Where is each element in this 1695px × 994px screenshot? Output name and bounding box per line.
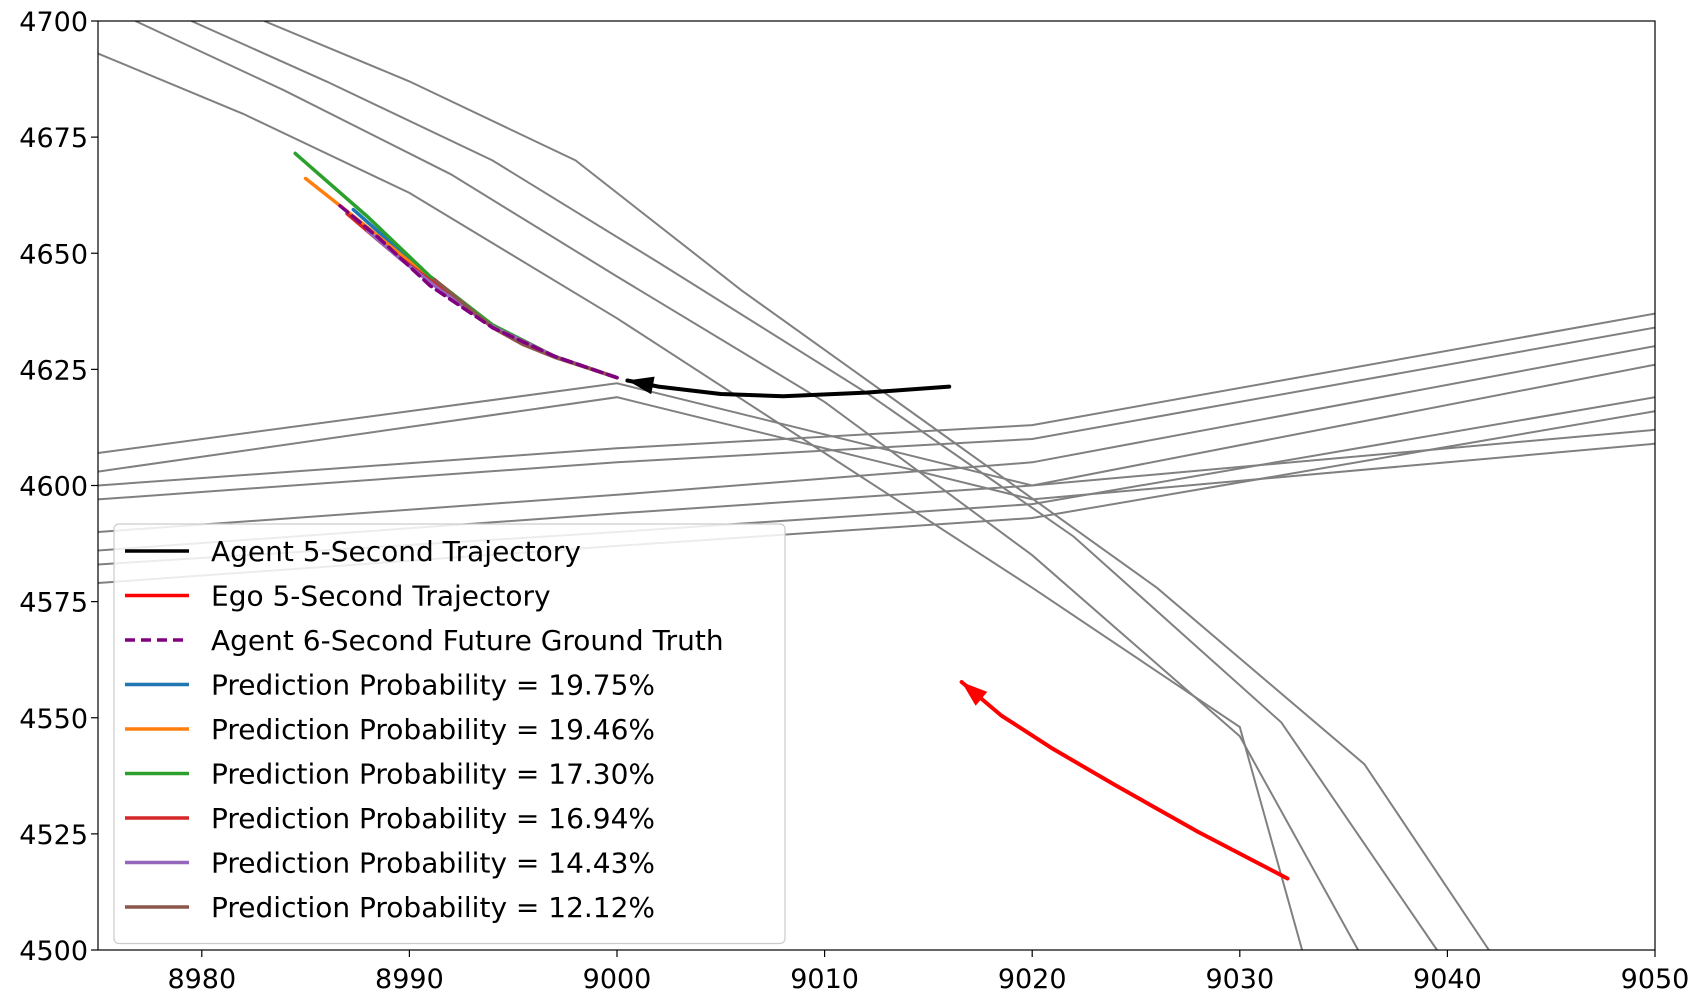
lane-line-4: [98, 312, 1655, 487]
series-line-0: [625, 378, 952, 399]
legend-label-1: Ego 5-Second Trajectory: [211, 580, 551, 613]
trajectory-markers: [627, 376, 988, 706]
arrow-head-1: [961, 682, 988, 706]
x-tick-label: 9030: [1205, 964, 1274, 994]
y-tick-label: 4550: [19, 704, 88, 735]
legend-label-5: Prediction Probability = 17.30%: [211, 758, 655, 791]
arrow-head-0: [627, 376, 655, 395]
y-tick-label: 4500: [19, 936, 88, 967]
y-tick-label: 4575: [19, 588, 88, 619]
y-tick-label: 4625: [19, 355, 88, 386]
series-lines: [293, 151, 1290, 881]
legend-label-6: Prediction Probability = 16.94%: [211, 802, 655, 835]
lane-line-10: [98, 382, 1655, 487]
map-lanes: [98, 21, 1655, 950]
y-tick-label: 4525: [19, 820, 88, 851]
y-tick-label: 4700: [19, 7, 88, 38]
legend-label-3: Prediction Probability = 19.75%: [211, 669, 655, 702]
series-line-1: [959, 680, 1290, 881]
x-tick-label: 8980: [167, 964, 236, 994]
legend-label-4: Prediction Probability = 19.46%: [211, 713, 655, 746]
lane-line-1: [134, 21, 1359, 950]
x-tick-label: 9010: [790, 964, 859, 994]
x-tick-label: 9020: [998, 964, 1067, 994]
y-tick-label: 4675: [19, 123, 88, 154]
legend-label-8: Prediction Probability = 12.12%: [211, 891, 655, 924]
y-tick-label: 4650: [19, 239, 88, 270]
legend-label-7: Prediction Probability = 14.43%: [211, 847, 655, 880]
lane-line-5: [98, 326, 1655, 501]
legend-label-0: Agent 5-Second Trajectory: [211, 535, 581, 568]
legend-label-2: Agent 6-Second Future Ground Truth: [211, 624, 724, 657]
legend-box: [113, 523, 786, 945]
x-tick-label: 8990: [375, 964, 444, 994]
y-axis-ticks: 4500 4525 4550 4575 4600 4625 4650 4675 4700: [19, 7, 98, 967]
x-tick-label: 9050: [1621, 964, 1690, 994]
lane-line-11: [98, 396, 1655, 501]
lane-line-6: [98, 345, 1655, 533]
x-axis-ticks: 8980 8990 9000 9010 9020 9030 9040 9050: [167, 950, 1689, 994]
lane-line-2: [190, 21, 1438, 950]
x-tick-label: 9040: [1413, 964, 1482, 994]
series-line-8: [432, 277, 619, 380]
y-tick-label: 4600: [19, 472, 88, 503]
series-line-2: [334, 201, 619, 380]
lane-line-3: [263, 21, 1490, 950]
x-tick-label: 9000: [583, 964, 652, 994]
legend: Agent 5-Second Trajectory Ego 5-Second Tr…: [113, 523, 786, 945]
series-line-5: [293, 151, 619, 380]
lane-line-0: [98, 52, 1304, 950]
